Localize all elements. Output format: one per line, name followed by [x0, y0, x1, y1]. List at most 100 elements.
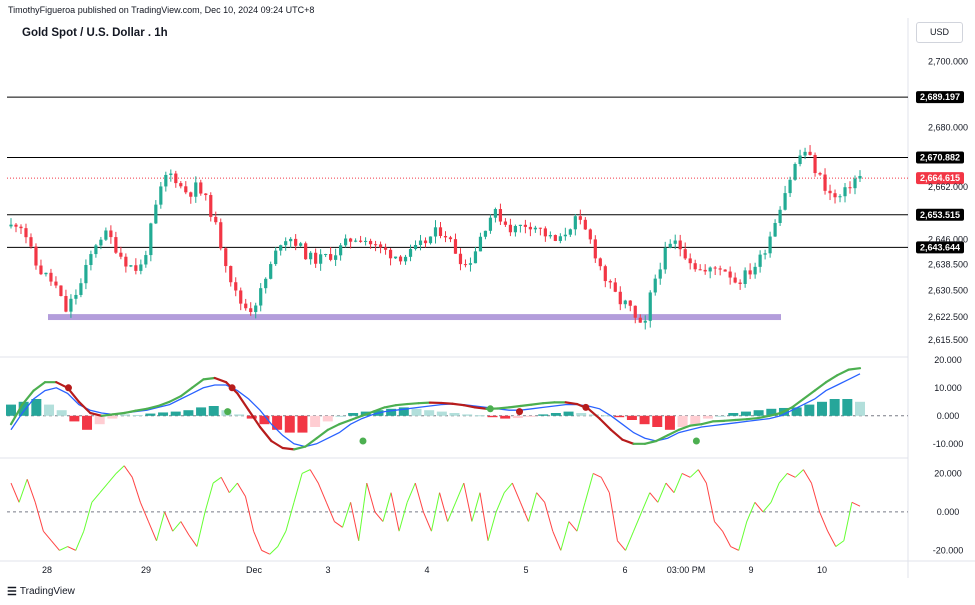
candle-body [124, 256, 128, 267]
signal-line-segment [655, 434, 669, 443]
oscillator-segment [536, 492, 546, 503]
candle-body [583, 219, 587, 230]
oscillator-segment [390, 492, 400, 532]
macd-histogram-bar [94, 415, 105, 425]
oscillator-segment [439, 492, 449, 522]
candle [443, 231, 448, 243]
macd-histogram-bar [816, 401, 827, 416]
signal-line-segment [723, 418, 737, 422]
candle-body [668, 243, 672, 248]
signal-line-segment [677, 424, 692, 431]
signal-line-segment [111, 411, 126, 416]
candle [169, 169, 173, 182]
candle-body [274, 250, 278, 265]
candle-body [778, 209, 782, 223]
candle-body [558, 236, 562, 241]
level-price-label: 2,670.882 [920, 153, 960, 163]
signal-line-segment [598, 417, 613, 431]
candle-body [763, 253, 767, 255]
candle [558, 233, 562, 244]
macd-histogram-bar [310, 415, 321, 427]
macd-histogram-bar [158, 412, 169, 416]
candle [828, 184, 832, 201]
candle [473, 246, 478, 264]
candle [763, 249, 767, 260]
candle-body [728, 271, 732, 278]
candle [408, 244, 413, 262]
candle [543, 226, 547, 242]
candle [468, 257, 473, 272]
candle [264, 277, 268, 294]
candle [134, 258, 138, 275]
x-tick-label: 4 [424, 565, 429, 575]
candle [368, 238, 373, 249]
last-price-tag [916, 172, 964, 185]
oscillator-segment [139, 502, 149, 522]
candle-body [618, 291, 622, 305]
oscillator-segment [463, 482, 473, 522]
candle [194, 176, 198, 203]
oscillator-segment [236, 482, 246, 497]
candle [638, 314, 642, 323]
candle [269, 261, 273, 280]
macd-histogram-bar [601, 415, 612, 417]
candle [588, 228, 592, 244]
oscillator-segment [665, 482, 675, 494]
oscillator-segment [123, 465, 133, 478]
candle [693, 259, 697, 272]
candle [89, 250, 93, 271]
candle-body [339, 245, 343, 256]
signal-line-segment [32, 381, 47, 392]
signal-line-segment [700, 420, 714, 426]
candle [673, 234, 677, 250]
candle [798, 149, 802, 167]
oscillator-segment [617, 540, 626, 551]
oscillator-segment [228, 482, 238, 494]
candle [858, 170, 862, 183]
candle [593, 235, 597, 263]
signal-line-segment [360, 410, 375, 417]
candle-body [783, 193, 787, 210]
candle [603, 264, 607, 288]
oscillator-segment [519, 502, 529, 522]
signal-line-segment [836, 368, 850, 377]
candle-body [314, 252, 318, 264]
candle-body [154, 204, 158, 224]
candle-body [388, 249, 393, 259]
candle-body [483, 230, 488, 237]
candle-body [593, 239, 597, 259]
level-price-tag [916, 151, 964, 164]
candle-body [199, 182, 203, 194]
candle-body [49, 272, 53, 282]
candle [239, 287, 243, 311]
signal-line-segment [530, 402, 545, 406]
candle-body [353, 240, 358, 242]
candle [54, 276, 58, 289]
candle-body [139, 264, 143, 271]
oscillator-segment [552, 530, 562, 551]
oscillator-segment [487, 511, 497, 541]
candle-body [393, 256, 398, 259]
signal-line-segment [643, 439, 658, 445]
currency-selector[interactable]: USD [916, 22, 963, 43]
candle-body [513, 225, 518, 233]
macd-histogram-bar [576, 413, 587, 416]
candle [259, 283, 263, 312]
candle [808, 145, 812, 156]
candle [528, 222, 532, 237]
macd-histogram-bar [487, 415, 498, 418]
candle-body [309, 252, 313, 260]
candle [723, 269, 727, 272]
candle-body [69, 298, 73, 312]
oscillator-segment [164, 511, 174, 532]
oscillator-segment [794, 469, 804, 478]
candle [154, 200, 158, 225]
oscillator-segment [67, 546, 76, 551]
tradingview-logo[interactable]: ☰ TradingView [7, 585, 75, 598]
oscillator-segment [398, 502, 408, 532]
candle [518, 224, 522, 233]
oscillator-segment [422, 511, 432, 532]
candle [294, 234, 298, 251]
oscillator-segment [406, 482, 416, 503]
